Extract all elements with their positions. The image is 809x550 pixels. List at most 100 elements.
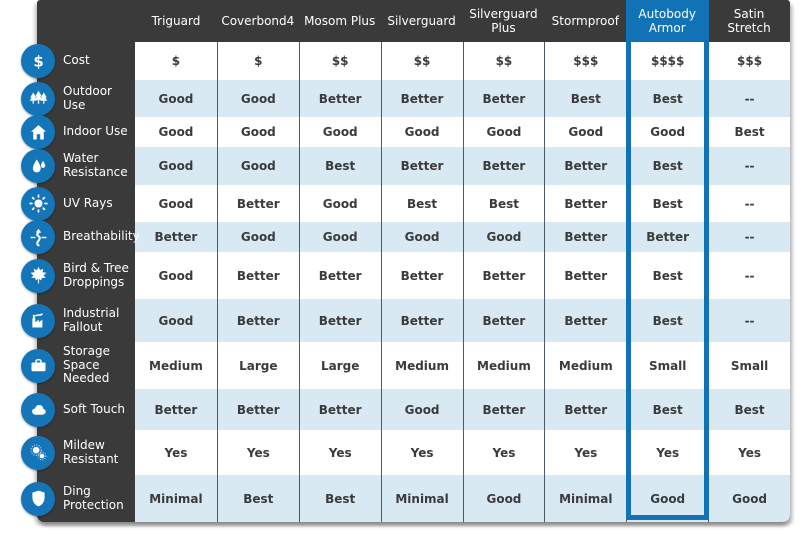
value-cell: Best: [298, 475, 381, 522]
column-header-silverguard-plus: Silverguard Plus: [469, 6, 538, 35]
comparison-table-panel: Triguard Coverbond4 Mosom Plus Silverguard S…: [21, 0, 790, 522]
svg-text:$: $: [33, 52, 43, 70]
column-header-satin-stretch: Satin Stretch: [727, 6, 771, 35]
sun-icon: [21, 186, 55, 221]
value-cell: Better: [216, 389, 299, 430]
value-cell: Large: [216, 342, 299, 389]
column-header-stormproof: Stormproof: [551, 13, 619, 28]
row-label: Soft Touch: [63, 401, 125, 416]
value-cell: Better: [298, 252, 381, 299]
column-header-coverbond4: Coverbond4: [221, 13, 295, 28]
row-label: Outdoor Use: [63, 83, 112, 112]
value-cell: $$$: [708, 42, 790, 80]
dollar-icon: $: [21, 44, 55, 78]
value-cell: Minimal: [544, 475, 627, 522]
row-label-cell-uv-rays: UV Rays: [21, 185, 135, 222]
value-cell: Best: [626, 299, 709, 342]
value-cell: --: [708, 222, 790, 252]
value-cell: Yes: [626, 430, 709, 475]
value-cell: Medium: [135, 342, 217, 389]
value-cell: Good: [135, 147, 217, 185]
water-drops-icon: [21, 149, 55, 183]
row-label: UV Rays: [63, 195, 113, 210]
row-label-cell-storage-space-needed: Storage Space Needed: [21, 342, 135, 389]
column-header-mosom-plus: Mosom Plus: [304, 13, 376, 28]
value-cell: Better: [380, 80, 463, 117]
value-cell: Better: [544, 147, 627, 185]
value-cell: Good: [135, 252, 217, 299]
value-cell: Better: [216, 252, 299, 299]
value-cell: Best: [626, 147, 709, 185]
value-cell: Good: [216, 222, 299, 252]
row-label-cell-water-resistance: Water Resistance: [21, 147, 135, 185]
value-cell: Small: [626, 342, 709, 389]
maple-leaf-icon: [21, 258, 55, 293]
value-cell: $$$$: [626, 42, 709, 80]
row-label: Ding Protection: [63, 483, 124, 512]
value-cell: Good: [135, 80, 217, 117]
column-header-triguard: Triguard: [151, 13, 201, 28]
value-cell: Better: [380, 299, 463, 342]
value-cell: Good: [708, 475, 790, 522]
value-cell: Good: [216, 80, 299, 117]
trees-icon: [21, 81, 55, 116]
row-label: Indoor Use: [63, 124, 128, 139]
value-cell: Better: [544, 222, 627, 252]
value-cell: Better: [544, 389, 627, 430]
value-cell: Yes: [462, 430, 545, 475]
value-cell: $$$: [544, 42, 627, 80]
value-cell: Good: [380, 222, 463, 252]
value-cell: Better: [298, 80, 381, 117]
row-label: Breathability: [63, 229, 140, 244]
value-cell: Minimal: [135, 475, 217, 522]
value-cell: --: [708, 80, 790, 117]
value-cell: Medium: [380, 342, 463, 389]
value-cell: Better: [462, 299, 545, 342]
value-cell: Best: [626, 252, 709, 299]
value-cell: Minimal: [380, 475, 463, 522]
value-cell: Yes: [298, 430, 381, 475]
value-cell: Yes: [135, 430, 217, 475]
value-cell: Medium: [462, 342, 545, 389]
row-label-cell-outdoor-use: Outdoor Use: [21, 80, 135, 117]
row-label-cell-indoor-use: Indoor Use: [21, 115, 135, 149]
row-label-cell-cost: $ Cost: [21, 42, 135, 80]
value-cell: Best: [708, 389, 790, 430]
value-cell: Best: [298, 147, 381, 185]
row-label: Cost: [63, 53, 90, 68]
value-cell: Best: [216, 475, 299, 522]
row-label: Bird & Tree Droppings: [63, 260, 129, 289]
value-cell: Best: [380, 185, 463, 222]
value-cell: Yes: [708, 430, 790, 475]
value-cell: Good: [135, 299, 217, 342]
row-label-cell-ding-protection: Ding Protection: [21, 475, 135, 522]
value-cell: Good: [380, 117, 463, 147]
value-cell: $: [135, 42, 217, 80]
row-label-cell-breathability: Breathability: [21, 220, 140, 254]
value-cell: Better: [544, 252, 627, 299]
value-cell: Better: [462, 80, 545, 117]
value-cell: Better: [216, 299, 299, 342]
value-cell: Good: [544, 117, 627, 147]
factory-icon: [21, 303, 55, 338]
value-cell: Good: [380, 389, 463, 430]
row-label: Water Resistance: [63, 151, 128, 179]
value-cell: Good: [135, 117, 217, 147]
row-label: Storage Space Needed: [63, 343, 110, 386]
value-cell: Small: [708, 342, 790, 389]
value-cell: Better: [380, 252, 463, 299]
briefcase-icon: [21, 348, 55, 383]
row-label-cell-industrial-fallout: Industrial Fallout: [21, 299, 135, 342]
value-cell: Better: [135, 389, 217, 430]
row-label-cell-bird-tree-droppings: Bird & Tree Droppings: [21, 252, 135, 299]
value-cell: Yes: [544, 430, 627, 475]
value-cell: Better: [380, 147, 463, 185]
value-cell: Best: [544, 80, 627, 117]
value-cell: --: [708, 147, 790, 185]
value-cell: Best: [626, 185, 709, 222]
value-cell: Medium: [544, 342, 627, 389]
column-header-autobody-armor: Autobody Armor: [626, 0, 709, 42]
value-cell: Good: [216, 117, 299, 147]
value-cell: Good: [462, 475, 545, 522]
value-cell: $$: [462, 42, 545, 80]
